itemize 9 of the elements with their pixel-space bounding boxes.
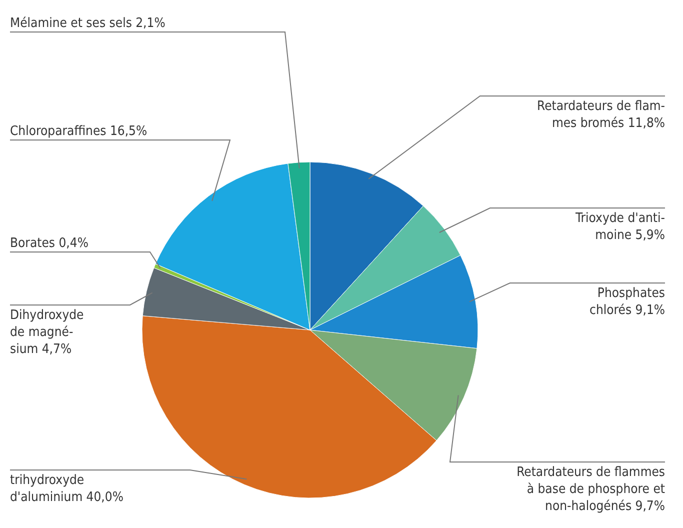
slice-label: Borates 0,4%	[10, 236, 88, 251]
slice-label: trihydroxyde d'aluminium 40,0%	[10, 473, 124, 505]
slice-label: Trioxyde d'anti- moine 5,9%	[574, 211, 665, 243]
slice-label: Retardateurs de flam- mes bromés 11,8%	[537, 99, 665, 131]
slice-label: Chloroparaffines 16,5%	[10, 124, 148, 139]
slice-label: Retardateurs de flammes à base de phosphore et non-halogénés 9,7%	[516, 465, 666, 514]
slice-label: Mélamine et ses sels 2,1%	[10, 16, 166, 31]
slice-label: Dihydroxyde de magné- sium 4,7%	[10, 308, 84, 357]
slice-label: Phosphates chlorés 9,1%	[590, 286, 665, 318]
